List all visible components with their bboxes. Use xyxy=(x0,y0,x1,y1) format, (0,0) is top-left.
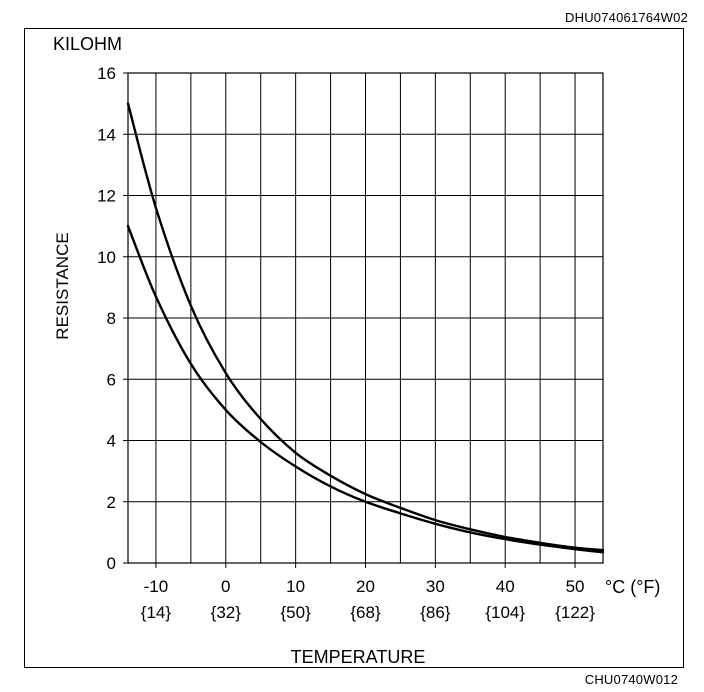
y-tick-label: 2 xyxy=(107,493,116,512)
x-tick-label-celsius: 30 xyxy=(426,577,445,596)
x-tick-label-celsius: 0 xyxy=(221,577,230,596)
y-tick-label: 12 xyxy=(97,187,116,206)
y-tick-label: 6 xyxy=(107,370,116,389)
x-tick-label-celsius: 10 xyxy=(286,577,305,596)
y-tick-label: 4 xyxy=(107,432,116,451)
plot-area-border xyxy=(127,72,604,564)
x-tick-label-celsius: 50 xyxy=(566,577,585,596)
x-tick-label-celsius: -10 xyxy=(144,577,169,596)
x-tick-label-fahrenheit: {32} xyxy=(211,603,242,622)
x-tick-label-fahrenheit: {50} xyxy=(281,603,312,622)
series-lines xyxy=(126,102,605,554)
figure-code-top: DHU074061764W02 xyxy=(565,10,688,25)
x-unit-label: °C (°F) xyxy=(605,577,660,597)
y-tick-label: 10 xyxy=(97,248,116,267)
x-tick-label-celsius: 20 xyxy=(356,577,375,596)
x-axis-title: TEMPERATURE xyxy=(291,647,426,667)
y-tick-label: 8 xyxy=(107,309,116,328)
x-tick-label-celsius: 40 xyxy=(496,577,515,596)
x-tick-label-fahrenheit: {14} xyxy=(141,603,172,622)
figure-code-bottom: CHU0740W012 xyxy=(584,672,678,687)
series-line-upper xyxy=(126,102,605,552)
y-tick-label: 0 xyxy=(107,554,116,573)
x-tick-label-fahrenheit: {86} xyxy=(420,603,451,622)
tick-labels: 0 2 4 6 8 10 12 14 16 -10 {14} 0 {32} 10 {50} 20 {68} 30 {… xyxy=(97,64,595,622)
x-tick-label-fahrenheit: {122} xyxy=(555,603,595,622)
series-line-lower xyxy=(126,224,605,554)
figure-frame xyxy=(24,28,684,668)
x-tick-label-fahrenheit: {104} xyxy=(485,603,525,622)
y-tick-label: 16 xyxy=(97,64,116,83)
y-axis-title: RESISTANCE xyxy=(53,232,72,339)
y-unit-label: KILOHM xyxy=(53,34,122,54)
x-tick-label-fahrenheit: {68} xyxy=(350,603,381,622)
y-tick-label: 14 xyxy=(97,125,116,144)
